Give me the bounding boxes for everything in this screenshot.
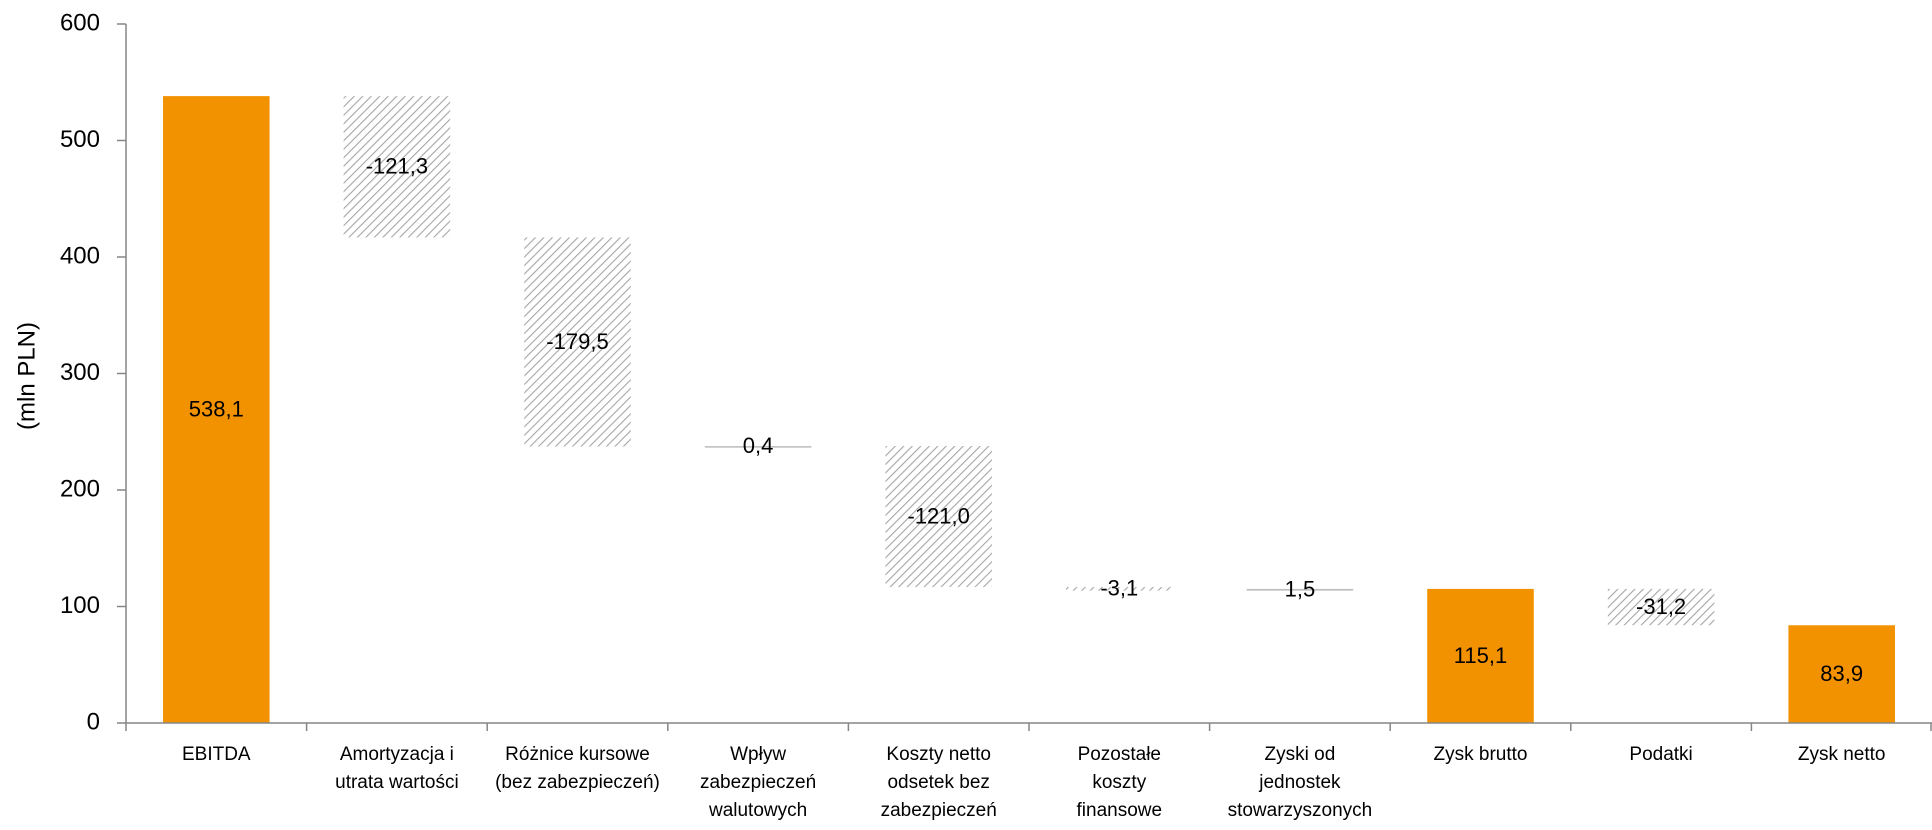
data-label-5: -121,0 (908, 503, 970, 528)
category-label-10-line-1: Zysk netto (1798, 744, 1886, 765)
category-label-5-line-3: zabezpieczeń (881, 800, 997, 821)
data-label-2: -121,3 (366, 154, 428, 179)
category-label-5-line-1: Koszty netto (886, 744, 991, 765)
category-label-1-line-1: EBITDA (182, 744, 251, 765)
bar-8 (1427, 588, 1534, 723)
data-label-9: -31,2 (1636, 594, 1686, 619)
category-label-5-line-2: odsetek bez (887, 772, 989, 793)
category-label-2-line-1: Amortyzacja i (340, 744, 454, 765)
category-label-7-line-3: stowarzyszonych (1228, 800, 1373, 821)
category-label-6-line-2: koszty (1092, 772, 1146, 793)
bar-4 (704, 446, 812, 448)
data-label-6: -3,1 (1100, 576, 1138, 601)
bar-9 (1607, 588, 1715, 626)
category-label-2-line-2: utrata wartości (335, 772, 459, 793)
category-label-4-line-1: Wpływ (730, 744, 786, 765)
category-label-3-line-2: (bez zabezpieczeń) (495, 772, 660, 793)
y-tick-label-500: 500 (60, 126, 100, 153)
bar-1 (163, 96, 270, 723)
y-tick-label-400: 400 (60, 242, 100, 269)
y-tick-label-600: 600 (60, 9, 100, 36)
data-label-8: 115,1 (1454, 643, 1507, 668)
category-label-4-line-3: walutowych (708, 800, 807, 821)
y-tick-label-300: 300 (60, 359, 100, 386)
category-label-6-line-1: Pozostałe (1078, 744, 1161, 765)
category-label-4-line-2: zabezpieczeń (700, 772, 816, 793)
bar-6 (1066, 587, 1173, 591)
y-tick-label-0: 0 (87, 708, 100, 735)
data-label-3: -179,5 (546, 329, 608, 354)
category-label-7-line-1: Zyski od (1265, 744, 1336, 765)
bar-2 (343, 96, 451, 238)
y-tick-label-100: 100 (60, 592, 100, 619)
y-axis-title: (mln PLN) (13, 322, 40, 430)
category-label-7-line-2: jednostek (1258, 772, 1341, 793)
bar-3 (524, 237, 631, 447)
category-label-6-line-3: finansowe (1077, 800, 1163, 821)
bars-group (163, 96, 1895, 723)
bar-5 (885, 446, 992, 588)
data-label-1: 538,1 (189, 396, 244, 421)
category-label-9-line-1: Podatki (1629, 744, 1692, 765)
y-tick-label-200: 200 (60, 475, 100, 502)
bar-10 (1788, 625, 1895, 723)
axes-group (117, 23, 1932, 731)
data-label-7: 1,5 (1285, 577, 1316, 602)
labels-group: 538,1 EBITDA -121,3 Amortyzacja i utrata war… (13, 9, 1885, 821)
category-label-8-line-1: Zysk brutto (1434, 744, 1528, 765)
data-label-4: 0,4 (743, 433, 774, 458)
bar-7 (1246, 588, 1354, 591)
category-label-3-line-1: Różnice kursowe (505, 744, 650, 765)
data-label-10: 83,9 (1820, 661, 1863, 686)
